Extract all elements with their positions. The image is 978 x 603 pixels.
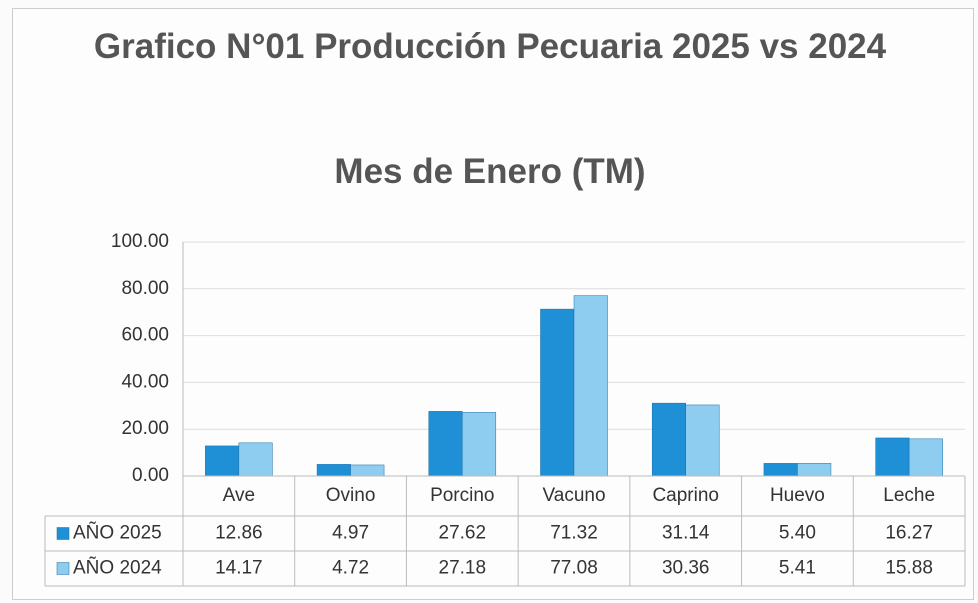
chart-frame bbox=[12, 8, 974, 600]
bar bbox=[316, 464, 351, 477]
bar bbox=[573, 295, 608, 477]
legend-marker bbox=[56, 527, 70, 540]
x-tick-label: Vacuno bbox=[542, 485, 605, 506]
chart-subtitle: Mes de Enero (TM) bbox=[334, 152, 646, 191]
bar bbox=[763, 463, 798, 477]
x-tick-label: Porcino bbox=[430, 485, 494, 506]
y-tick-label: 60.00 bbox=[121, 325, 169, 346]
table-value: 5.41 bbox=[779, 558, 816, 579]
x-tick-label: Ave bbox=[223, 485, 255, 506]
table-value: 16.27 bbox=[885, 523, 933, 544]
y-tick-label: 80.00 bbox=[121, 278, 169, 299]
table-value: 30.36 bbox=[662, 558, 710, 579]
bar bbox=[238, 442, 273, 477]
legend-label: AÑO 2024 bbox=[73, 557, 162, 579]
legend-label: AÑO 2025 bbox=[73, 522, 162, 544]
table-value: 71.32 bbox=[550, 523, 598, 544]
table-value: 4.97 bbox=[332, 523, 369, 544]
table-value: 77.08 bbox=[550, 558, 598, 579]
y-tick-label: 100.00 bbox=[111, 231, 169, 252]
bar bbox=[205, 445, 240, 477]
table-value: 27.18 bbox=[439, 558, 487, 579]
table-value: 27.62 bbox=[439, 523, 487, 544]
x-tick-label: Ovino bbox=[326, 485, 376, 506]
table-value: 14.17 bbox=[215, 558, 263, 579]
bar bbox=[462, 412, 497, 477]
bar bbox=[540, 308, 575, 477]
table-value: 15.88 bbox=[885, 558, 933, 579]
x-tick-label: Huevo bbox=[770, 485, 825, 506]
y-tick-label: 0.00 bbox=[132, 465, 169, 486]
bar bbox=[350, 464, 385, 477]
table-value: 31.14 bbox=[662, 523, 710, 544]
y-tick-label: 40.00 bbox=[121, 371, 169, 392]
x-tick-label: Leche bbox=[883, 485, 935, 506]
legend-marker bbox=[56, 562, 70, 575]
x-tick-label: Caprino bbox=[652, 485, 719, 506]
bar bbox=[428, 411, 463, 477]
chart-title: Grafico N°01 Producción Pecuaria 2025 vs… bbox=[93, 27, 887, 66]
bar bbox=[875, 437, 910, 477]
bar bbox=[908, 438, 943, 477]
table-value: 4.72 bbox=[332, 558, 369, 579]
bar bbox=[685, 404, 720, 477]
table-value: 5.40 bbox=[779, 523, 816, 544]
bar bbox=[651, 402, 686, 477]
table-value: 12.86 bbox=[215, 523, 263, 544]
bar bbox=[797, 463, 832, 477]
y-tick-label: 20.00 bbox=[121, 418, 169, 439]
